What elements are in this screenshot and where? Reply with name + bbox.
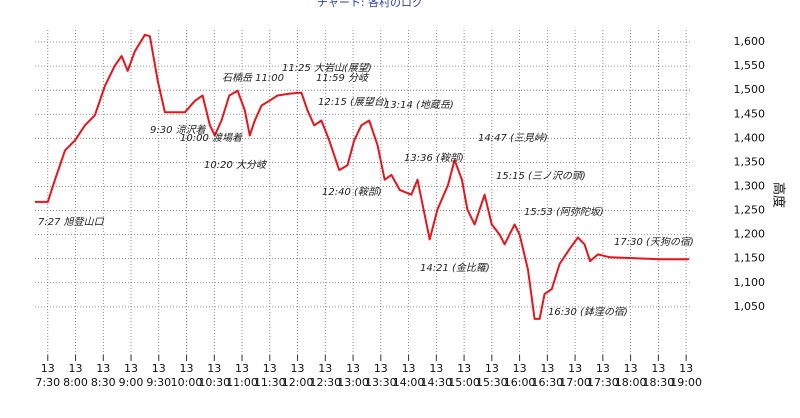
y-tick-label: 1,550 [734, 59, 766, 72]
x-tick-day: 13 [152, 362, 166, 375]
x-tick-label: 18:00 [615, 376, 647, 389]
x-tick-day: 13 [402, 362, 416, 375]
annotation: 14:47 (三見峠) [478, 132, 548, 144]
x-tick-day: 13 [429, 362, 443, 375]
annotation: 16:30 (鉢窪の宿) [548, 306, 628, 318]
y-tick-label: 1,600 [734, 35, 766, 48]
y-tick-label: 1,500 [734, 83, 766, 96]
x-tick-day: 13 [457, 362, 471, 375]
y-tick-label: 1,450 [734, 107, 766, 120]
x-tick-label: 15:00 [448, 376, 480, 389]
x-tick-label: 15:30 [476, 376, 508, 389]
x-tick-label: 14:30 [420, 376, 452, 389]
x-tick-label: 9:30 [146, 376, 171, 389]
line-series [35, 33, 689, 320]
annotation: 9:30 涼沢着 [150, 124, 207, 136]
chart-title: チャート: 各村のログ [317, 0, 423, 9]
y-tick-label: 1,100 [734, 276, 766, 289]
x-tick-day: 13 [235, 362, 249, 375]
x-tick-day: 13 [374, 362, 388, 375]
annotation: 12:40 (鞍部) [322, 186, 382, 198]
x-tick-label: 11:30 [254, 376, 286, 389]
y-tick-label: 1,300 [734, 179, 766, 192]
x-tick-day: 13 [318, 362, 332, 375]
annotation: 石楠岳 11:00 [222, 72, 284, 84]
annotation: 11:25 大岩山(展望) [282, 62, 372, 74]
annotation: 14:21 (金比羅) [420, 262, 490, 274]
x-tick-label: 10:00 [171, 376, 203, 389]
x-tick-label: 9:00 [119, 376, 144, 389]
x-tick-day: 13 [41, 362, 55, 375]
x-tick-label: 8:00 [63, 376, 88, 389]
annotation: 12:15 (展望台) [318, 96, 388, 108]
x-tick-label: 12:00 [282, 376, 314, 389]
x-tick-day: 13 [485, 362, 499, 375]
x-tick-day: 13 [96, 362, 110, 375]
y-axis-label: 高度 [771, 182, 787, 208]
x-tick-label: 11:00 [226, 376, 258, 389]
x-tick-day: 13 [291, 362, 305, 375]
x-tick-day: 13 [513, 362, 527, 375]
annotation: 15:15 (三ノ沢の頭) [496, 170, 586, 182]
x-tick-day: 13 [346, 362, 360, 375]
x-tick-label: 19:00 [670, 376, 702, 389]
x-tick-label: 16:30 [531, 376, 563, 389]
annotation: 11:59 分岐 [316, 72, 370, 84]
x-tick-label: 14:00 [393, 376, 425, 389]
x-tick-label: 17:30 [587, 376, 619, 389]
annotation: 10:20 大分岐 [204, 159, 268, 171]
x-tick-label: 18:30 [643, 376, 675, 389]
x-tick-day: 13 [568, 362, 582, 375]
y-tick-label: 1,050 [734, 300, 766, 313]
x-tick-day: 13 [540, 362, 554, 375]
annotation: 7:27 旭登山口 [38, 216, 105, 228]
x-tick-day: 13 [124, 362, 138, 375]
x-tick-day: 13 [679, 362, 693, 375]
x-tick-label: 10:30 [198, 376, 230, 389]
x-tick-day: 13 [651, 362, 665, 375]
x-tick-label: 13:00 [337, 376, 369, 389]
x-tick-day: 13 [207, 362, 221, 375]
x-tick-day: 13 [624, 362, 638, 375]
annotation: 17:30 (天狗の宿) [614, 236, 694, 248]
x-tick-label: 16:00 [504, 376, 536, 389]
x-tick-label: 17:00 [559, 376, 591, 389]
annotation: 10:00 渡場着 [180, 132, 243, 144]
x-tick-label: 7:30 [35, 376, 60, 389]
x-tick-day: 13 [69, 362, 83, 375]
y-tick-label: 1,350 [734, 155, 766, 168]
y-tick-label: 1,400 [734, 131, 766, 144]
x-tick-label: 8:30 [91, 376, 116, 389]
x-tick-label: 12:30 [309, 376, 341, 389]
y-tick-label: 1,150 [734, 252, 766, 265]
y-tick-label: 1,200 [734, 228, 766, 241]
x-tick-day: 13 [596, 362, 610, 375]
annotation: 13:14 (地蔵岳) [384, 99, 454, 111]
y-tick-label: 1,250 [734, 204, 766, 217]
x-tick-day: 13 [180, 362, 194, 375]
x-tick-label: 13:30 [365, 376, 397, 389]
annotation: 15:53 (阿弥陀坂) [524, 206, 604, 218]
x-tick-day: 13 [263, 362, 277, 375]
annotation: 13:36 (鞍部) [404, 152, 464, 164]
